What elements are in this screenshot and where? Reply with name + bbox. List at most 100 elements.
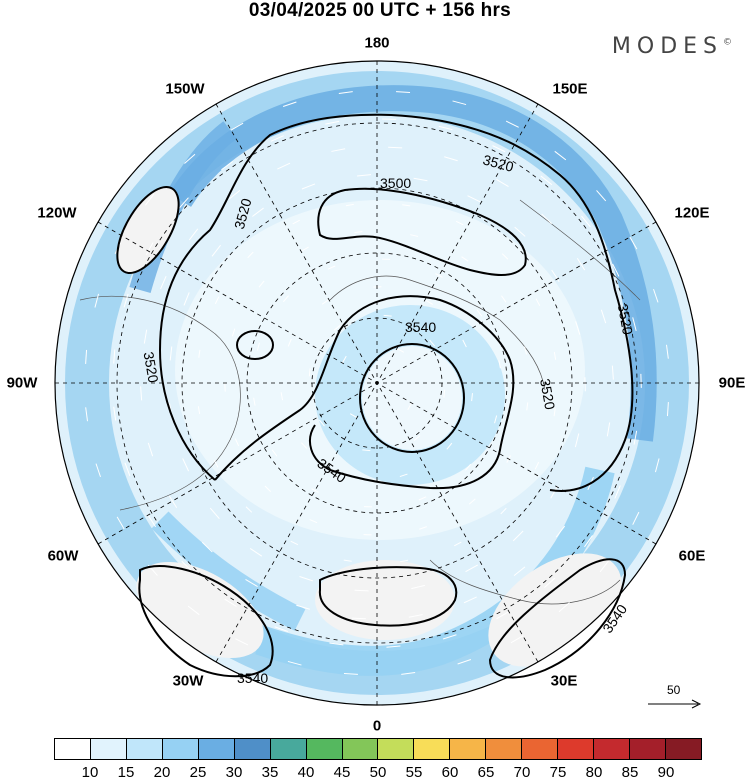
wind-arrow (230, 122, 244, 131)
wind-arrow (188, 228, 199, 241)
wind-arrow (333, 324, 341, 331)
colorbar-swatch (378, 739, 415, 759)
wind-arrow (476, 309, 483, 317)
contour-3540-south (318, 566, 458, 627)
wind-arrow (95, 463, 101, 478)
wind-arrow (612, 263, 620, 277)
wind-arrow (596, 190, 607, 202)
wind-arrow (209, 507, 220, 520)
wind-arrow (553, 351, 557, 360)
wind-arrow (429, 339, 436, 347)
wind-arrow (85, 407, 88, 422)
wind-arrow (526, 402, 529, 411)
contour-label: 3520 (615, 303, 636, 337)
wind-arrow (410, 234, 419, 237)
contour-label: 3540 (237, 670, 268, 686)
wind-arrow (501, 253, 509, 260)
wind-arrow (654, 458, 660, 473)
wind-arrow (197, 406, 201, 415)
wind-arrow (633, 430, 638, 445)
colorbar-tick-label: 20 (153, 764, 171, 781)
colorbar-tick-label: 70 (513, 764, 531, 781)
wind-arrow (462, 339, 467, 348)
wind-arrow (354, 231, 363, 234)
colorbar-swatch (234, 739, 271, 759)
wind-arrow (461, 256, 469, 262)
wind-arrow (554, 150, 567, 161)
wind-arrow (553, 408, 556, 417)
wind-arrow (402, 204, 411, 207)
wind-arrow (496, 611, 509, 620)
lon-label-30e: 30E (550, 672, 578, 690)
wind-arrow (555, 525, 566, 538)
colorbar-tick-label: 25 (189, 764, 207, 781)
wind-arrow (383, 314, 392, 317)
wind-arrow (465, 564, 479, 573)
colorbar-swatch (90, 739, 127, 759)
wind-arrow (419, 526, 427, 530)
wind-arrow (331, 148, 346, 152)
wind-arrow (471, 393, 473, 402)
lon-label-180: 180 (364, 34, 390, 52)
wind-arrow (258, 280, 265, 288)
wind-arrow (147, 442, 154, 457)
wind-arrow (575, 321, 581, 335)
graticule (55, 61, 699, 705)
jet-core-southwest (151, 511, 306, 631)
wind-arrow (388, 146, 403, 149)
latitude-circle (181, 187, 573, 579)
wind-arrow (396, 347, 405, 353)
wind-arrow (287, 338, 292, 347)
wind-arrow (438, 125, 453, 131)
colorbar-tick-label: 10 (81, 764, 99, 781)
lon-label-150e: 150E (552, 80, 588, 98)
lon-label-90e: 90E (718, 374, 746, 392)
colorbar-tick-label: 60 (441, 764, 459, 781)
wind-arrow (468, 498, 476, 505)
wind-arrow (318, 419, 325, 427)
wind-arrow (444, 156, 458, 162)
wind-arrow (581, 215, 591, 228)
wind-arrow (124, 462, 131, 477)
wind-arrow (274, 626, 288, 632)
colorbar-swatch (126, 739, 163, 759)
lon-label-120w: 120W (37, 204, 77, 222)
wind-arrow (362, 449, 371, 452)
wind-arrow (524, 346, 527, 355)
colorbar-tick-label: 85 (621, 764, 639, 781)
colorbar-swatch (630, 739, 666, 759)
wind-arrow (277, 162, 291, 170)
wind-arrow (264, 485, 272, 492)
lon-label-120e: 120E (674, 204, 710, 222)
wind-arrow (632, 511, 640, 525)
colorbar-swatch (414, 739, 451, 759)
contour-3560-core (359, 343, 465, 453)
colorbar-swatch (522, 739, 559, 759)
contour-low-west (116, 186, 180, 274)
wind-arrow (311, 488, 319, 493)
contour-label: 3520 (481, 151, 515, 175)
wind-arrow (418, 496, 427, 501)
lon-label-60w: 60W (47, 547, 79, 565)
colorbar-tick-label: 30 (225, 764, 243, 781)
wind-arrow (492, 145, 506, 153)
contour-label: 3520 (537, 377, 558, 411)
wind-arrow (301, 246, 309, 252)
coastline-americas (79, 295, 241, 511)
wind-arrow (256, 342, 260, 351)
colorbar-swatch (270, 739, 307, 759)
wind-arrow (282, 295, 289, 303)
wind-arrow (443, 389, 446, 398)
wind-arrow (629, 236, 638, 250)
wind-arrow (253, 397, 256, 406)
wind-arrow (147, 514, 157, 528)
lon-label-60e: 60E (678, 547, 706, 565)
wind-arrow (213, 460, 219, 468)
colorbar-swatch (558, 739, 595, 759)
colorbar-swatch (198, 739, 235, 759)
wind-arrow (183, 292, 190, 306)
wind-arrow (407, 402, 413, 411)
wind-arrow (280, 392, 284, 401)
wind-arrow (221, 161, 233, 171)
wind-arrow (600, 309, 607, 324)
